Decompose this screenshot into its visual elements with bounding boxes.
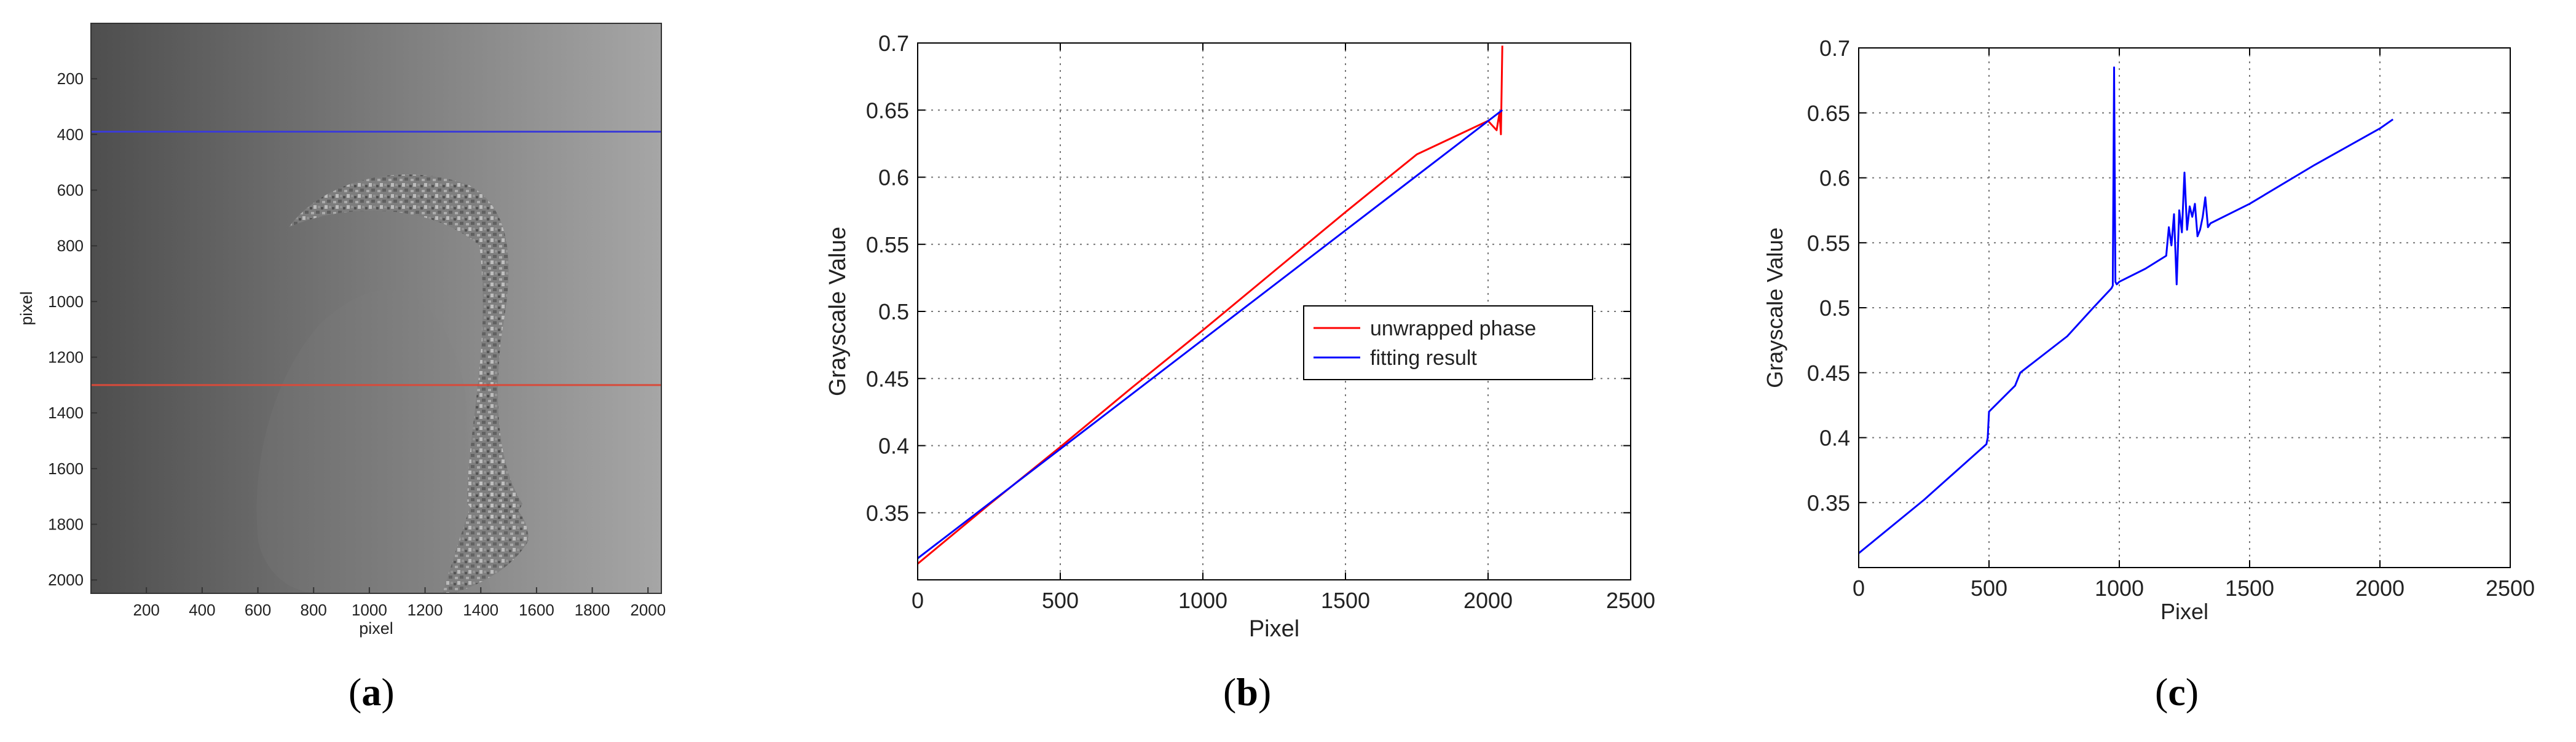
x-tick-label: 200 [133,601,160,619]
y-tick-label: 1600 [48,459,84,478]
chart-b-legend: unwrapped phase fitting result [1303,305,1593,380]
series-line-1 [1858,66,2394,554]
x-tick-label: 1800 [575,601,610,619]
y-tick-label: 400 [57,125,84,144]
x-tick-label: 500 [1042,588,1079,613]
y-axis-label: pixel [17,291,36,326]
y-tick-label: 2000 [48,571,84,589]
depth-image-panel: 200 400 600 800 1000 1200 1400 1600 1800 2000 200 4… [17,23,666,638]
x-tick-label: 1500 [1321,588,1370,613]
x-tick-label: 1000 [2095,576,2144,601]
y-tick-label: 0.55 [1807,230,1850,256]
x-axis-label: pixel [359,619,393,638]
y-tick-label: 0.6 [1819,166,1850,191]
y-tick-label: 600 [57,181,84,200]
y-tick-label: 1400 [48,404,84,422]
x-tick-label: 1200 [408,601,443,619]
panel-label-c: (c) [2155,670,2199,714]
x-tick-label: 1000 [1178,588,1227,613]
x-tick-label: 2000 [1463,588,1513,613]
y-tick-label: 0.4 [878,434,909,459]
x-tick-label: 1400 [463,601,498,619]
y-tick-label: 1000 [48,292,84,311]
x-tick-label: 0 [912,588,924,613]
x-axis-label: Pixel [1249,616,1299,642]
series-line-2 [917,109,1503,560]
panel-label-b: (b) [1223,670,1272,714]
y-tick-label: 0.65 [866,98,909,123]
x-tick-label: 800 [301,601,327,619]
panel-label-a: (a) [349,670,395,714]
y-axis-label: Grayscale Value [1762,227,1787,388]
x-tick-label: 2000 [2355,576,2405,601]
y-tick-label: 0.5 [878,299,909,324]
x-tick-label: 600 [245,601,271,619]
x-tick-label: 2000 [630,601,666,619]
y-tick-label: 0.45 [1807,361,1850,386]
y-tick-label: 0.5 [1819,295,1850,321]
x-tick-label: 1600 [519,601,554,619]
y-tick-label: 800 [57,236,84,255]
chart-c: 0 500 1000 1500 2000 2500 0.35 0.4 0.45 0.5 0.55 0.… [1762,36,2535,624]
chart-b: 0 500 1000 1500 2000 2500 0.35 0.4 0.45 0.5 0.55 0.… [825,31,1655,642]
y-tick-label: 0.65 [1807,101,1850,126]
y-tick-label: 0.7 [1819,36,1850,61]
x-tick-label: 500 [1971,576,2007,601]
x-tick-label: 400 [189,601,215,619]
y-tick-label: 200 [57,69,84,88]
x-tick-label: 1000 [352,601,387,619]
series-line-1 [917,45,1503,564]
y-tick-label: 0.4 [1819,426,1850,451]
y-tick-label: 0.7 [878,31,909,56]
legend-entry-label: fitting result [1370,346,1477,370]
y-tick-label: 1800 [48,515,84,534]
x-tick-label: 2500 [2486,576,2535,601]
y-tick-label: 0.55 [866,232,909,257]
y-tick-label: 0.35 [1807,490,1850,515]
x-tick-label: 0 [1853,576,1865,601]
head-silhouette [256,174,529,593]
x-tick-label: 1500 [2225,576,2274,601]
y-tick-label: 1200 [48,348,84,367]
y-axis-label: Grayscale Value [825,227,851,396]
y-tick-label: 0.45 [866,366,909,391]
y-tick-label: 0.6 [878,165,909,190]
legend-entry-label: unwrapped phase [1370,317,1536,340]
x-tick-label: 2500 [1606,588,1655,613]
y-tick-label: 0.35 [866,501,909,526]
x-axis-label: Pixel [2160,599,2208,624]
